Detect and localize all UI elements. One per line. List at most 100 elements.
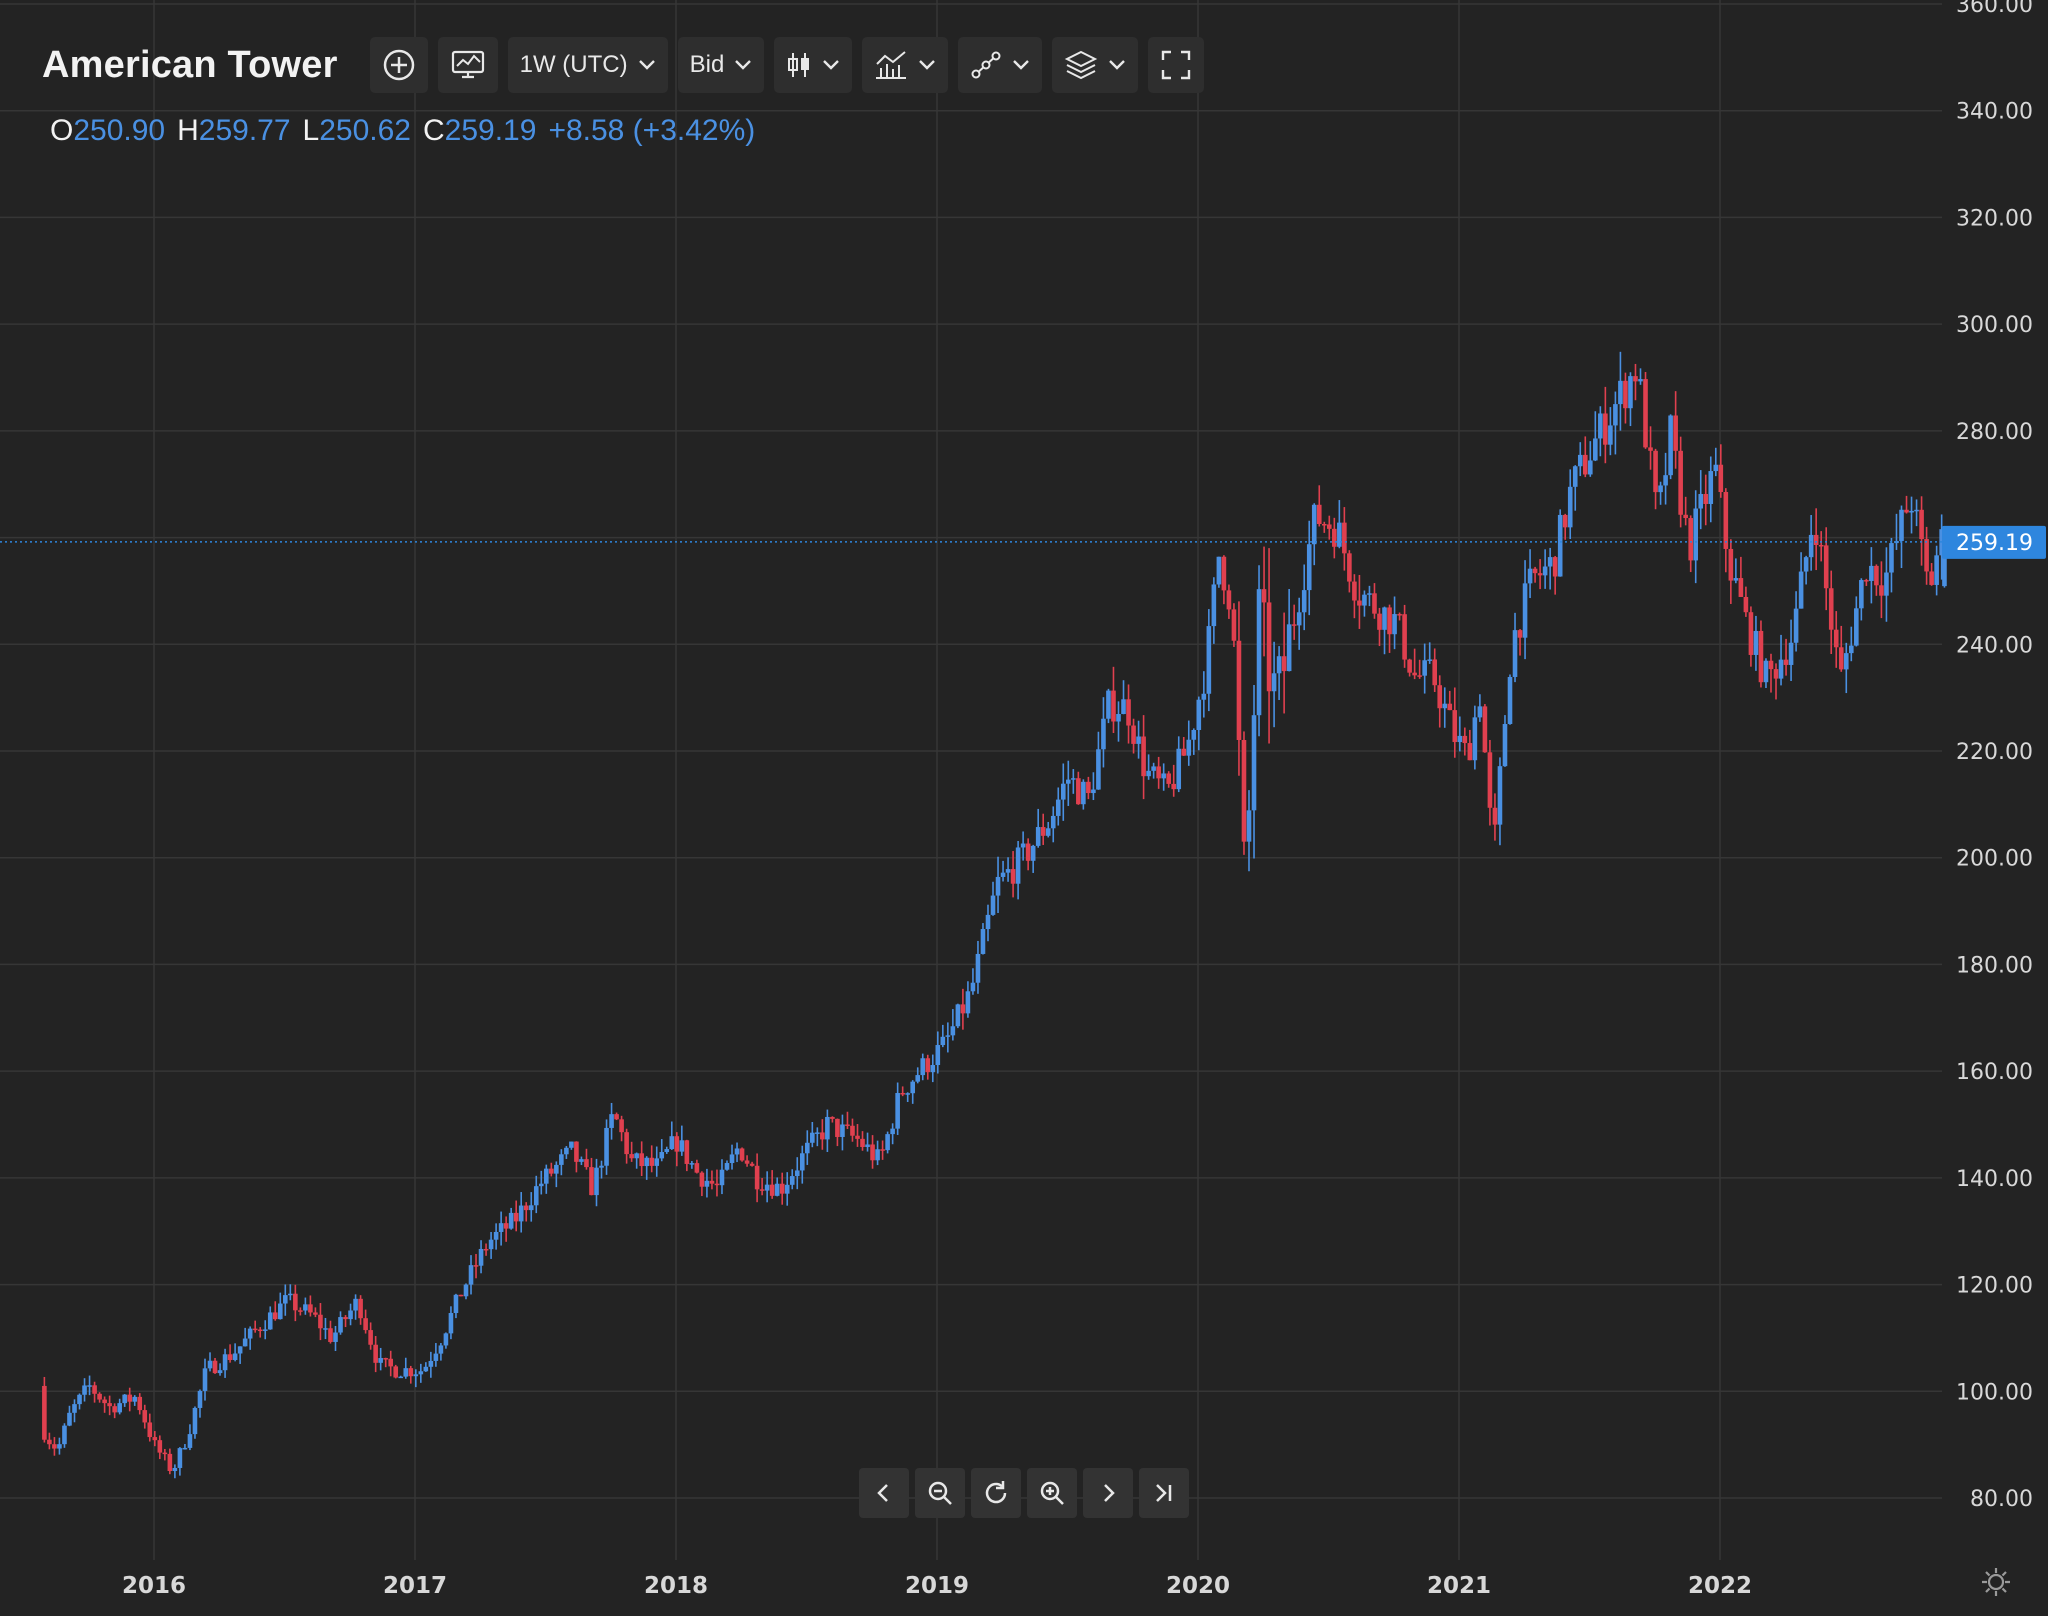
zoom-out-button[interactable] bbox=[915, 1468, 965, 1518]
candle-body bbox=[1582, 454, 1588, 475]
scroll-right-button[interactable] bbox=[1083, 1468, 1133, 1518]
price-type-select[interactable]: Bid bbox=[677, 37, 765, 93]
candle-body bbox=[659, 1152, 665, 1159]
candle-body bbox=[1055, 799, 1061, 816]
candle-body bbox=[890, 1128, 895, 1135]
candle-body bbox=[47, 1439, 52, 1445]
candle-body bbox=[810, 1132, 815, 1143]
candle-body bbox=[112, 1406, 117, 1413]
candle-body bbox=[1723, 492, 1729, 549]
candle-body bbox=[242, 1338, 248, 1347]
candle-body bbox=[1367, 593, 1372, 595]
candle-body bbox=[513, 1212, 519, 1222]
candle-body bbox=[308, 1304, 313, 1313]
candle-body bbox=[1291, 624, 1297, 626]
drawing-tools-select[interactable] bbox=[958, 37, 1043, 93]
zoom-in-button[interactable] bbox=[1027, 1468, 1077, 1518]
y-tick-label: 220.00 bbox=[1956, 740, 2033, 765]
candle-body bbox=[870, 1144, 875, 1161]
candle-body bbox=[1221, 556, 1227, 591]
candle-body bbox=[975, 953, 981, 983]
candle-body bbox=[1748, 612, 1754, 655]
layers-select[interactable] bbox=[1052, 37, 1139, 93]
candle-body bbox=[945, 1035, 951, 1037]
candle-body bbox=[1276, 656, 1282, 674]
candle-body bbox=[1342, 522, 1347, 554]
y-tick-label: 300.00 bbox=[1956, 313, 2033, 338]
instrument-title: American Tower bbox=[42, 43, 338, 86]
x-tick-label: 2016 bbox=[122, 1573, 186, 1599]
fullscreen-button[interactable] bbox=[1148, 37, 1205, 93]
candle-body bbox=[1718, 464, 1724, 493]
low-value: 250.62 bbox=[319, 114, 411, 147]
x-tick-label: 2019 bbox=[905, 1573, 969, 1599]
candle-body bbox=[674, 1136, 680, 1152]
candle-body bbox=[1738, 578, 1744, 597]
candle-body bbox=[1327, 524, 1332, 529]
scroll-right-icon bbox=[1104, 1484, 1115, 1502]
candle-body bbox=[423, 1366, 429, 1372]
chart-type-select[interactable] bbox=[774, 37, 853, 93]
candle-body bbox=[293, 1293, 298, 1311]
candle-body bbox=[1236, 640, 1242, 741]
candle-body bbox=[619, 1119, 624, 1133]
add-instrument-button[interactable] bbox=[369, 37, 428, 93]
candle-body bbox=[734, 1148, 740, 1155]
candle-body bbox=[704, 1180, 710, 1187]
candle-body bbox=[594, 1167, 599, 1196]
candle-body bbox=[1422, 660, 1427, 676]
candle-body bbox=[1372, 593, 1377, 614]
indicators-icon bbox=[451, 50, 484, 79]
candle-body bbox=[1904, 509, 1909, 513]
candle-body bbox=[373, 1344, 378, 1363]
candle-body bbox=[1181, 748, 1187, 756]
candle-body bbox=[1211, 584, 1217, 627]
candle-body bbox=[528, 1205, 534, 1211]
candle-body bbox=[654, 1158, 660, 1166]
candle-body bbox=[589, 1167, 594, 1196]
candle-body bbox=[1081, 781, 1086, 805]
candle-body bbox=[1462, 735, 1468, 744]
candle-body bbox=[574, 1141, 579, 1162]
candle-body bbox=[850, 1125, 855, 1136]
candle-body bbox=[1833, 629, 1839, 648]
candle-body bbox=[940, 1036, 946, 1046]
chevron-down-icon bbox=[638, 60, 655, 70]
candle-body bbox=[262, 1329, 268, 1331]
candle-body bbox=[1261, 589, 1267, 603]
candle-body bbox=[438, 1345, 444, 1354]
candle-body bbox=[97, 1393, 102, 1400]
chart-style-select[interactable] bbox=[862, 37, 949, 93]
current-price-label: 259.19 bbox=[1956, 531, 2033, 556]
candle-body bbox=[1382, 607, 1387, 630]
candle-body bbox=[1884, 572, 1889, 596]
candle-body bbox=[1141, 736, 1146, 777]
chevron-down-icon bbox=[919, 60, 936, 70]
chart-settings-button[interactable] bbox=[1980, 1566, 2012, 1598]
indicators-button[interactable] bbox=[437, 37, 498, 93]
candle-body bbox=[1482, 706, 1488, 753]
reset-button[interactable] bbox=[971, 1468, 1021, 1518]
candle-body bbox=[1191, 729, 1197, 740]
candle-body bbox=[1492, 807, 1498, 825]
candle-body bbox=[343, 1317, 348, 1320]
candle-body bbox=[1025, 843, 1031, 861]
y-tick-label: 160.00 bbox=[1956, 1060, 2033, 1085]
candle-body bbox=[82, 1385, 87, 1395]
go-to-latest-button[interactable] bbox=[1139, 1468, 1189, 1518]
candle-body bbox=[398, 1376, 404, 1379]
candle-body bbox=[1091, 789, 1096, 794]
candle-body bbox=[1392, 614, 1397, 635]
interval-select[interactable]: 1W (UTC) bbox=[507, 37, 668, 93]
candle-body bbox=[925, 1058, 931, 1073]
high-value: 259.77 bbox=[198, 114, 291, 147]
candle-body bbox=[1402, 614, 1407, 660]
candle-body bbox=[1552, 557, 1558, 577]
candle-body bbox=[1593, 438, 1598, 461]
scroll-left-button[interactable] bbox=[859, 1468, 909, 1518]
candle-body bbox=[1713, 464, 1719, 472]
candle-body bbox=[348, 1310, 353, 1320]
candle-body bbox=[604, 1127, 609, 1166]
candle-body bbox=[709, 1180, 715, 1184]
